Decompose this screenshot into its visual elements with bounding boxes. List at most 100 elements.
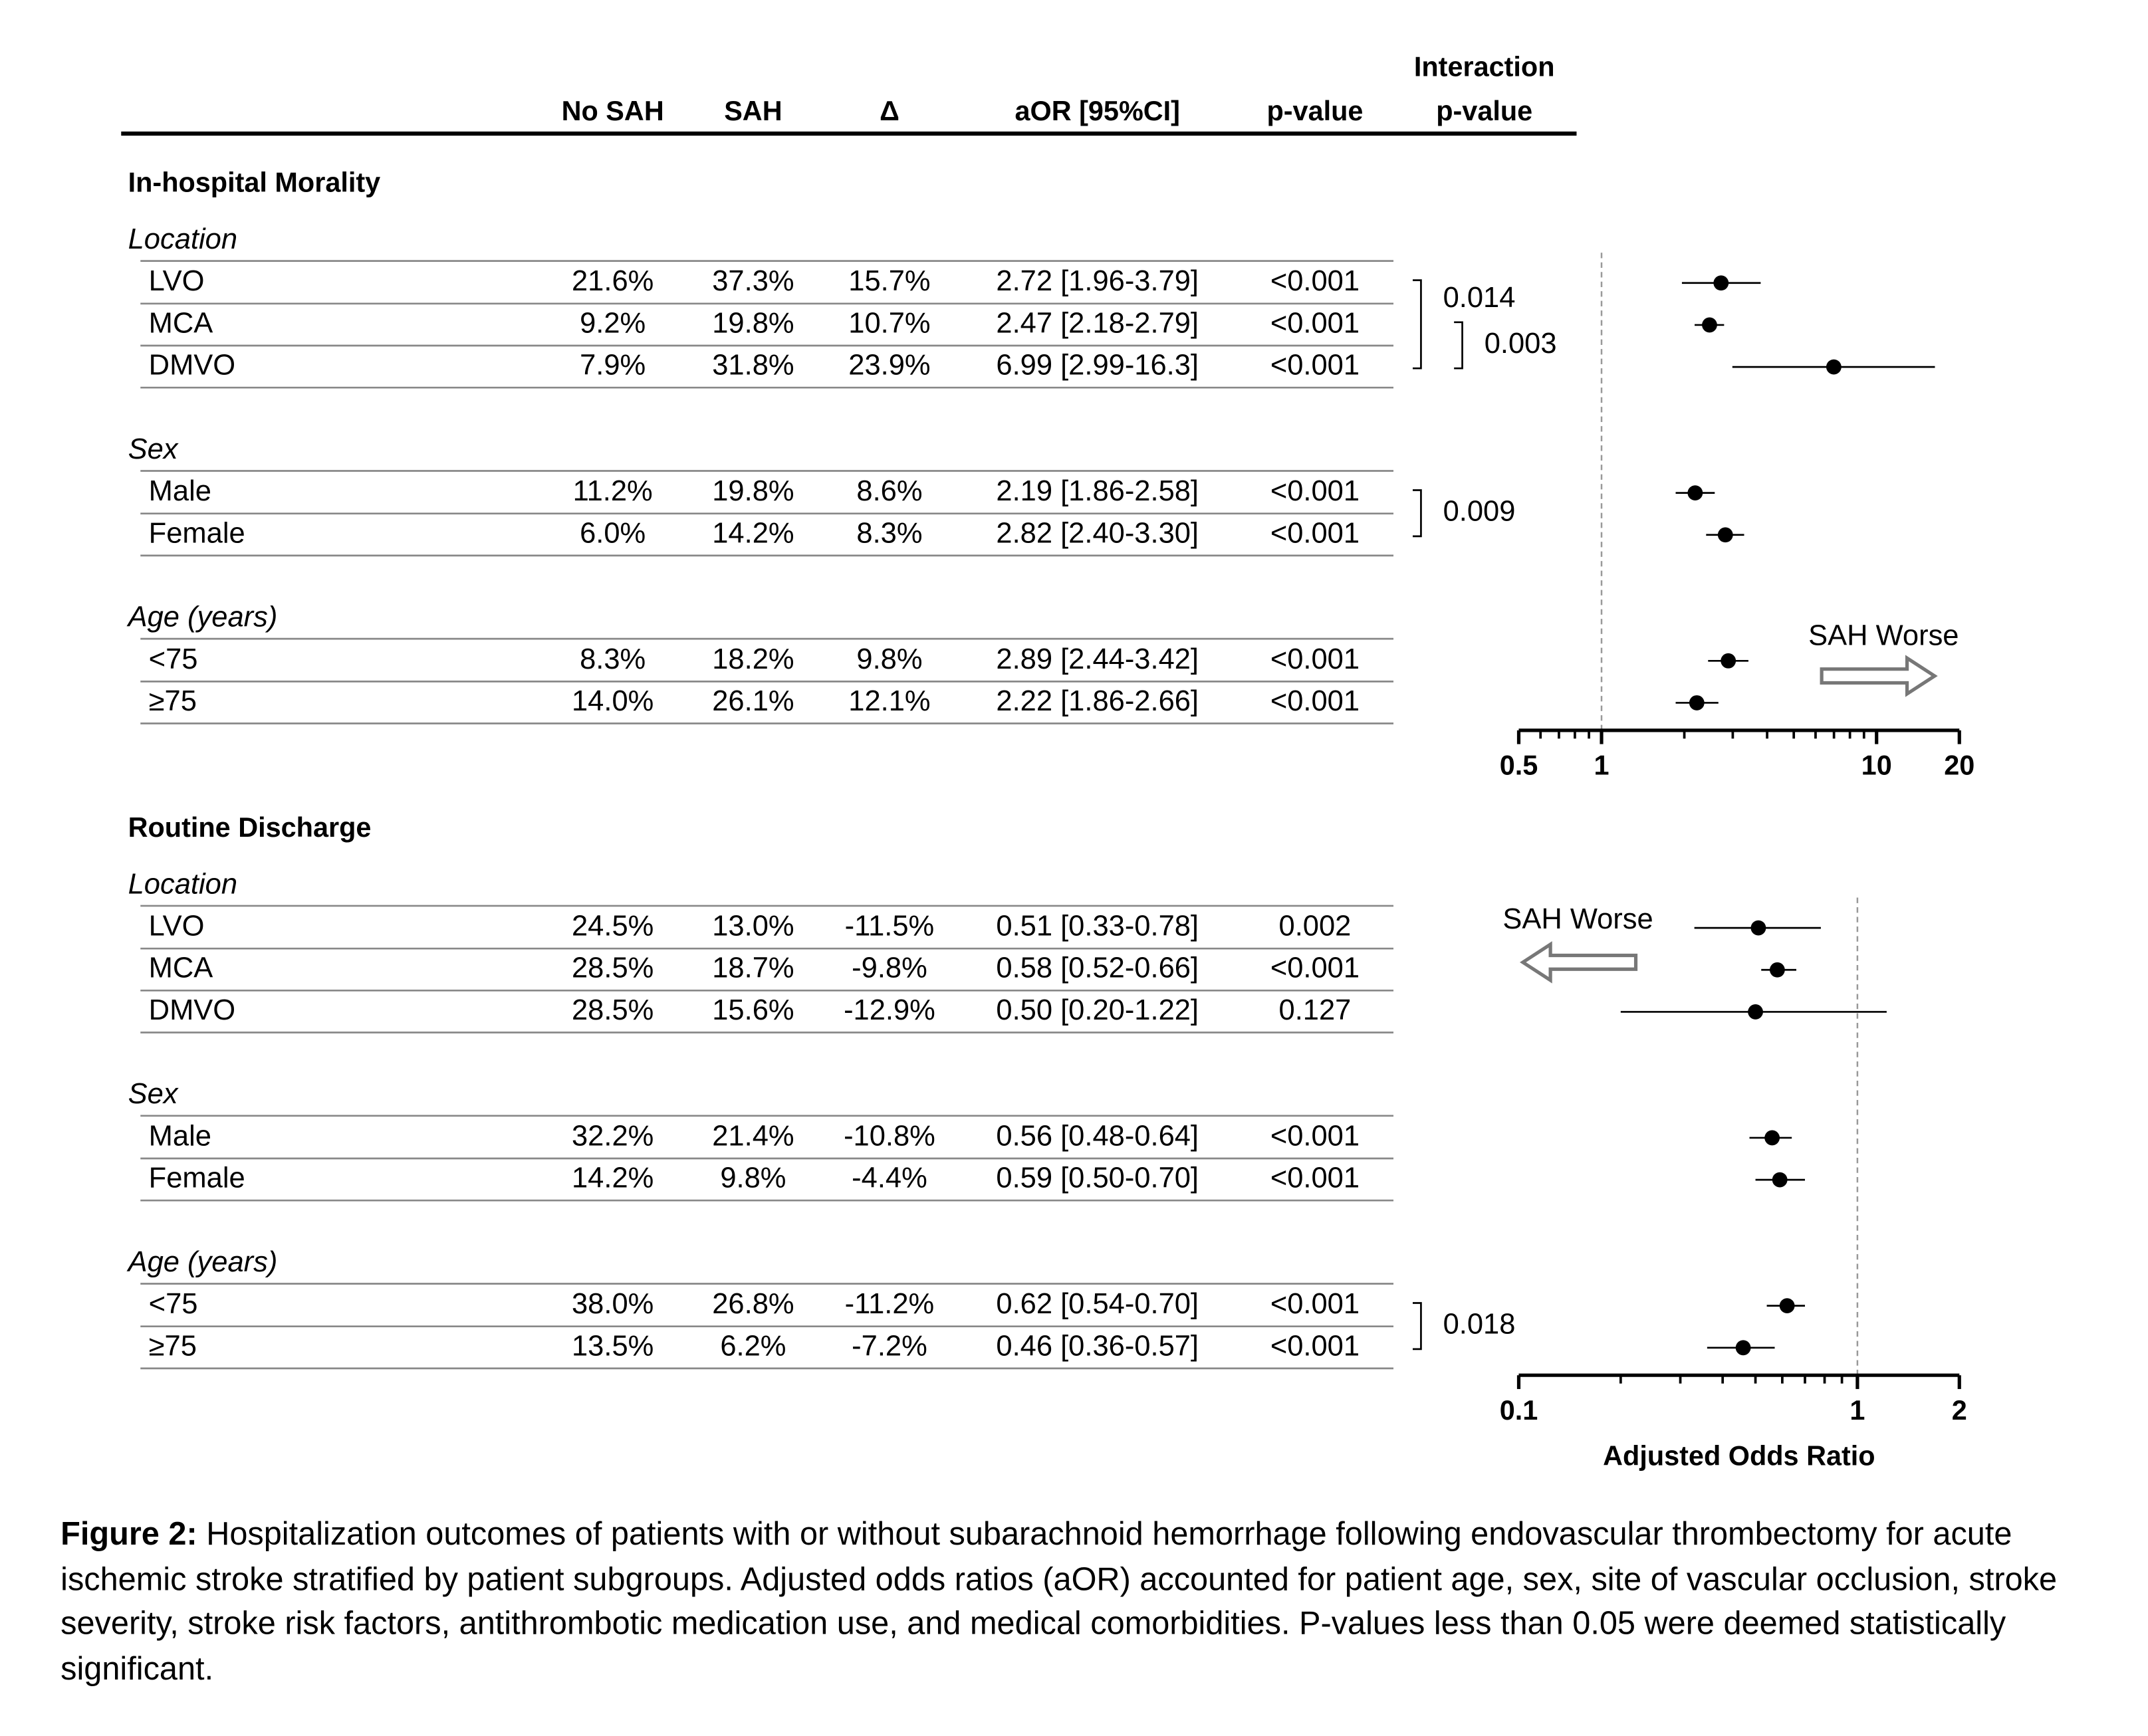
row-label: DMVO [149, 350, 235, 381]
cell: 18.7% [712, 952, 794, 984]
interaction-p: 0.009 [1443, 496, 1516, 528]
cell: -11.2% [845, 1288, 935, 1320]
interaction-bracket [1413, 1302, 1422, 1351]
cell: 9.8% [856, 643, 922, 675]
cell: -4.4% [852, 1162, 927, 1194]
group-label: Sex [128, 433, 179, 465]
cell: <0.001 [1270, 517, 1360, 549]
cell: <0.001 [1270, 350, 1360, 381]
column-header: Interaction [1414, 52, 1555, 82]
cell: 13.5% [572, 1330, 654, 1362]
caption-label: Figure 2: [60, 1515, 197, 1552]
row-label: MCA [149, 952, 213, 984]
row-label: DMVO [149, 994, 235, 1026]
cell: 2.22 [1.86-2.66] [996, 685, 1199, 717]
cell: 12.1% [848, 685, 930, 717]
interaction-bracket [1454, 321, 1463, 370]
caption-text: Hospitalization outcomes of patients wit… [60, 1515, 2058, 1686]
cell: 0.59 [0.50-0.70] [996, 1162, 1199, 1194]
group-label: Age (years) [126, 1246, 278, 1278]
x-tick-label: 2 [1952, 1395, 1967, 1426]
point-estimate [1735, 1340, 1751, 1356]
cell: 0.002 [1279, 911, 1352, 942]
column-header: p-value [1266, 96, 1363, 126]
cell: -12.9% [844, 994, 935, 1026]
cell: <0.001 [1270, 1120, 1360, 1152]
cell: 0.127 [1279, 994, 1352, 1026]
cell: 18.2% [712, 643, 794, 675]
cell: 15.6% [712, 994, 794, 1026]
cell: <0.001 [1270, 685, 1360, 717]
point-estimate [1717, 527, 1733, 543]
cell: 0.50 [0.20-1.22] [996, 994, 1199, 1026]
cell: 19.8% [712, 475, 794, 507]
cell: -11.5% [845, 911, 935, 942]
point-estimate [1772, 1172, 1788, 1188]
cell: 2.72 [1.96-3.79] [996, 265, 1199, 297]
column-header: p-value [1436, 96, 1532, 126]
cell: 15.7% [848, 265, 930, 297]
row-label: Female [149, 517, 245, 549]
cell: 2.47 [2.18-2.79] [996, 307, 1199, 339]
point-estimate [1769, 962, 1785, 978]
column-header: Δ [880, 96, 899, 126]
point-estimate [1721, 653, 1736, 669]
x-tick-label: 1 [1850, 1395, 1865, 1426]
cell: 32.2% [572, 1120, 654, 1152]
point-estimate [1702, 317, 1717, 333]
cell: -7.2% [852, 1330, 927, 1362]
row-label: MCA [149, 307, 213, 339]
cell: 8.6% [856, 475, 922, 507]
cell: 23.9% [848, 350, 930, 381]
cell: 0.51 [0.33-0.78] [996, 911, 1199, 942]
row-label: ≥75 [149, 1330, 197, 1362]
interaction-bracket [1413, 279, 1422, 370]
point-estimate [1764, 1130, 1780, 1146]
section-title: Routine Discharge [128, 812, 372, 843]
cell: 14.0% [572, 685, 654, 717]
cell: 24.5% [572, 911, 654, 942]
cell: 7.9% [580, 350, 646, 381]
interaction-bracket [1413, 489, 1422, 538]
cell: 14.2% [572, 1162, 654, 1194]
cell: 10.7% [848, 307, 930, 339]
cell: <0.001 [1270, 643, 1360, 675]
cell: 26.8% [712, 1288, 794, 1320]
cell: 9.2% [580, 307, 646, 339]
cell: 0.62 [0.54-0.70] [996, 1288, 1199, 1320]
point-estimate [1687, 485, 1703, 501]
point-estimate [1826, 359, 1842, 375]
point-estimate [1779, 1298, 1795, 1314]
point-estimate [1713, 275, 1729, 291]
column-header: aOR [95%CI] [1014, 96, 1180, 126]
annotation-arrow [1820, 655, 1938, 697]
column-header: SAH [724, 96, 782, 126]
cell: 2.19 [1.86-2.58] [996, 475, 1199, 507]
cell: 8.3% [580, 643, 646, 675]
group-label: Age (years) [126, 601, 278, 633]
group-label: Sex [128, 1078, 179, 1110]
x-tick-label: 10 [1861, 750, 1892, 781]
interaction-p: 0.018 [1443, 1309, 1516, 1341]
cell: <0.001 [1270, 307, 1360, 339]
cell: 6.2% [720, 1330, 786, 1362]
column-header: No SAH [562, 96, 664, 126]
point-estimate [1750, 920, 1766, 936]
cell: 31.8% [712, 350, 794, 381]
row-label: LVO [149, 911, 205, 942]
cell: 2.82 [2.40-3.30] [996, 517, 1199, 549]
row-label: ≥75 [149, 685, 197, 717]
cell: -9.8% [852, 952, 927, 984]
row-label: Male [149, 1120, 211, 1152]
cell: 21.6% [572, 265, 654, 297]
caption-box: Figure 2: Hospitalization outcomes of pa… [60, 1515, 2058, 1686]
cell: <0.001 [1270, 265, 1360, 297]
cell: 37.3% [712, 265, 794, 297]
cell: 0.56 [0.48-0.64] [996, 1120, 1199, 1152]
cell: 6.0% [580, 517, 646, 549]
cell: 2.89 [2.44-3.42] [996, 643, 1199, 675]
point-estimate [1748, 1004, 1763, 1020]
group-label: Location [128, 868, 237, 900]
row-label: Male [149, 475, 211, 507]
x-tick-label: 0.1 [1500, 1395, 1538, 1426]
